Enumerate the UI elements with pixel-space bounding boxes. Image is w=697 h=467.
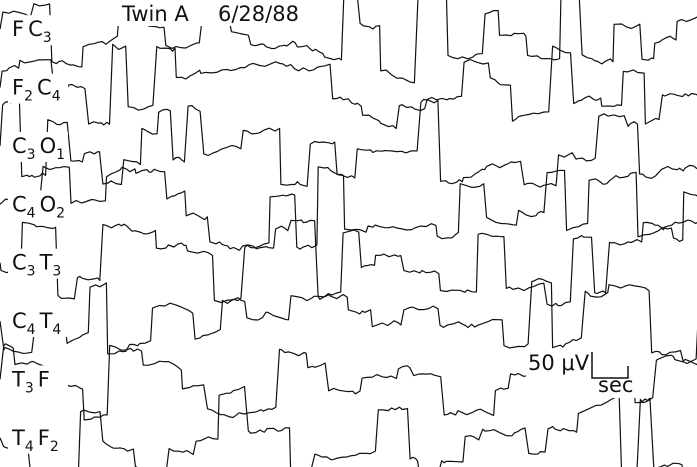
electrode-letter: O <box>40 192 57 216</box>
electrode-letter: F <box>38 426 50 450</box>
electrode-letter: C <box>12 134 27 158</box>
channel-label: T3​F <box>11 367 50 396</box>
electrode-subscript: 3 <box>43 30 52 46</box>
electrode-subscript: 3 <box>27 147 36 163</box>
eeg-trace <box>0 96 697 188</box>
subject-label: Twin A <box>121 2 189 26</box>
scale-backing <box>526 350 644 398</box>
electrode-subscript: 4 <box>27 322 36 338</box>
date-label: 6/28/88 <box>218 2 299 26</box>
label-backing <box>8 307 68 338</box>
electrode-subscript: 2 <box>56 205 65 221</box>
eeg-trace <box>0 277 697 365</box>
channel-label: F2​C4​ <box>12 76 61 105</box>
electrode-subscript: 1 <box>56 147 65 163</box>
label-backing <box>8 423 68 454</box>
eeg-trace <box>0 43 697 130</box>
eeg-trace <box>0 219 697 307</box>
scale-bracket <box>591 352 629 379</box>
electrode-letter: C <box>12 192 27 216</box>
electrode-letter: T <box>39 309 53 333</box>
eeg-trace <box>0 385 683 467</box>
electrode-letter: F <box>12 17 24 41</box>
electrode-subscript: 4 <box>27 205 36 221</box>
channel-label: FC3​ <box>12 17 52 46</box>
electrode-subscript: 2 <box>24 89 33 105</box>
eeg-trace <box>0 0 697 84</box>
channel-label: T4​F2​ <box>11 426 59 455</box>
electrode-subscript: 3 <box>25 380 34 396</box>
electrode-letter: T <box>11 367 25 391</box>
time-label: sec <box>598 373 633 397</box>
channel-label: C3​O1​ <box>12 134 65 163</box>
electrode-subscript: 4 <box>25 439 34 455</box>
electrode-letter: C <box>28 17 43 41</box>
electrode-letter: F <box>12 76 24 100</box>
electrode-letter: T <box>39 251 53 275</box>
amplitude-label: 50 μV <box>528 351 590 375</box>
channel-labels: FC3​F2​C4​C3​O1​C4​O2​C3​T3​C4​T4​T3​FT4… <box>8 15 68 455</box>
label-backing <box>8 131 68 162</box>
eeg-trace <box>0 165 697 251</box>
label-backing <box>8 15 68 46</box>
header-backing <box>112 2 342 26</box>
electrode-subscript: 4 <box>52 89 61 105</box>
channel-label: C4​O2​ <box>12 192 65 221</box>
electrode-letter: F <box>38 367 50 391</box>
electrode-subscript: 4 <box>52 322 61 338</box>
electrode-letter: C <box>37 76 52 100</box>
channel-label: C3​T3​ <box>12 251 61 280</box>
electrode-subscript: 3 <box>27 264 36 280</box>
scale-bar: 50 μV sec <box>526 350 644 398</box>
channel-label: C4​T4​ <box>12 309 61 338</box>
electrode-letter: O <box>40 134 57 158</box>
label-backing <box>8 248 68 279</box>
label-backing <box>8 190 68 221</box>
electrode-subscript: 2 <box>50 439 59 455</box>
electrode-letter: T <box>11 426 25 450</box>
label-backing <box>8 73 68 104</box>
electrode-subscript: 3 <box>52 264 61 280</box>
electrode-letter: C <box>12 251 27 275</box>
label-backing <box>8 365 68 396</box>
electrode-letter: C <box>12 309 27 333</box>
